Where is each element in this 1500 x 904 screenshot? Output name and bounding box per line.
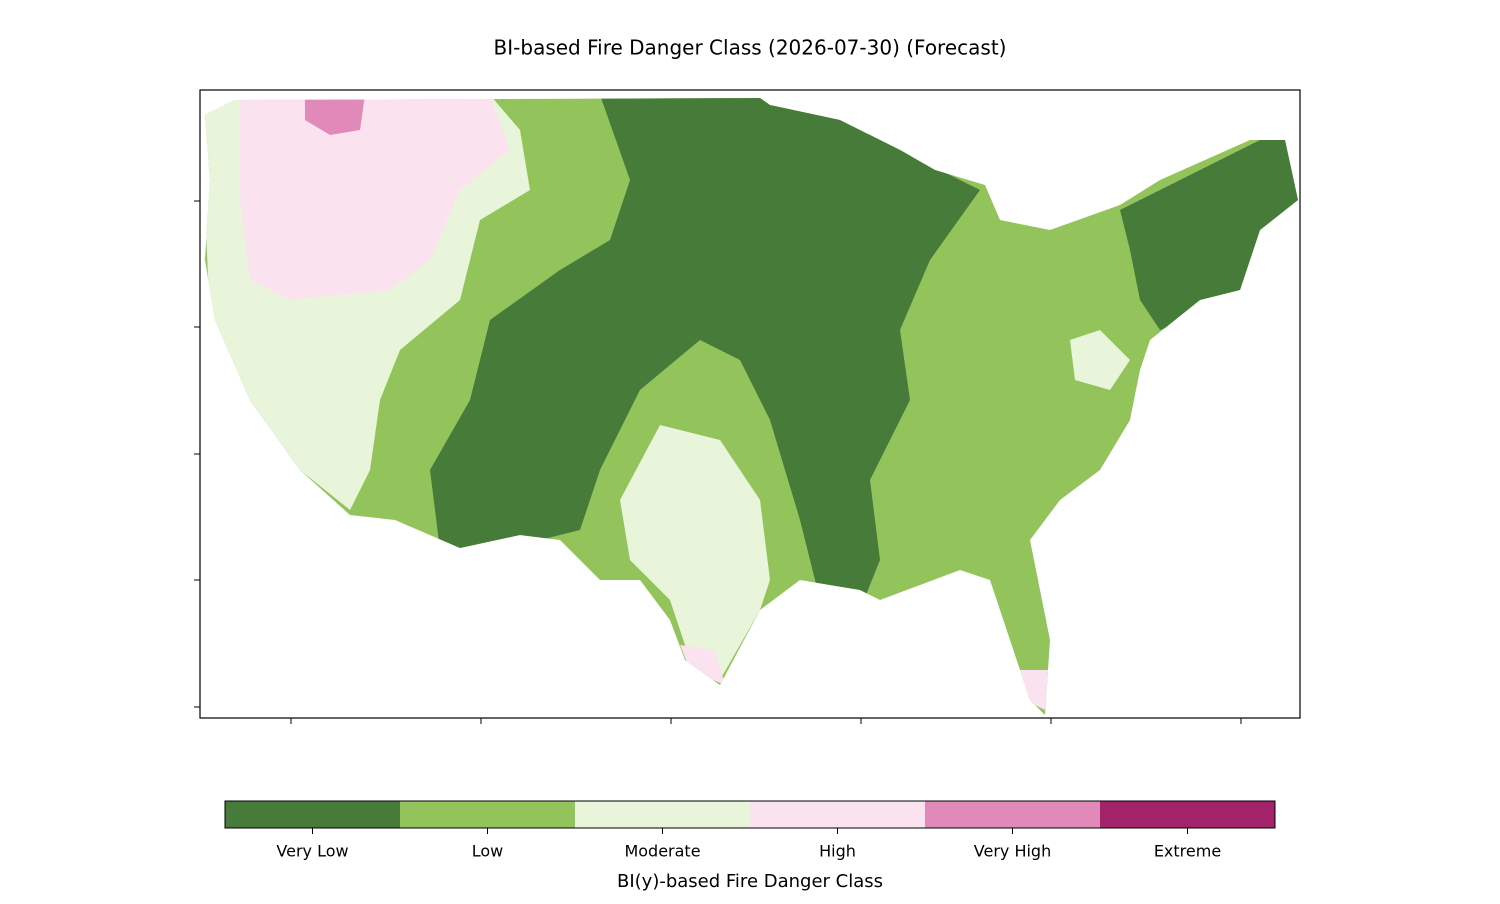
colorbar-swatch [400, 801, 575, 828]
colorbar-label: BI(y)-based Fire Danger Class [617, 871, 883, 892]
axis-ticks [194, 200, 1242, 724]
danger-region [1070, 330, 1130, 390]
danger-region [620, 425, 770, 680]
danger-region [680, 645, 725, 685]
colorbar-swatch [1100, 801, 1275, 828]
map-frame [199, 89, 1301, 719]
colorbar-frame [224, 800, 1276, 829]
danger-region [1020, 670, 1050, 710]
colorbar-swatch [575, 801, 750, 828]
colorbar: Very Low Low Moderate High Very High Extreme [225, 801, 1275, 861]
map [205, 98, 1298, 715]
colorbar-tick-label: Moderate [624, 842, 700, 861]
colorbar-tick-label: Low [472, 842, 504, 861]
title: BI-based Fire Danger Class (2026-07-30) … [494, 36, 1007, 60]
danger-region [810, 130, 930, 260]
colorbar-tick-label: Very High [974, 842, 1051, 861]
colorbar-swatch [750, 801, 925, 828]
colorbar-swatch [925, 801, 1100, 828]
colorbar-tick-label: Very Low [276, 842, 348, 861]
danger-region [240, 98, 510, 300]
colorbar-swatch [225, 801, 400, 828]
danger-region [305, 98, 365, 135]
colorbar-tick-label: Extreme [1154, 842, 1221, 861]
danger-region [1120, 120, 1298, 330]
colorbar-tick-label: High [819, 842, 856, 861]
